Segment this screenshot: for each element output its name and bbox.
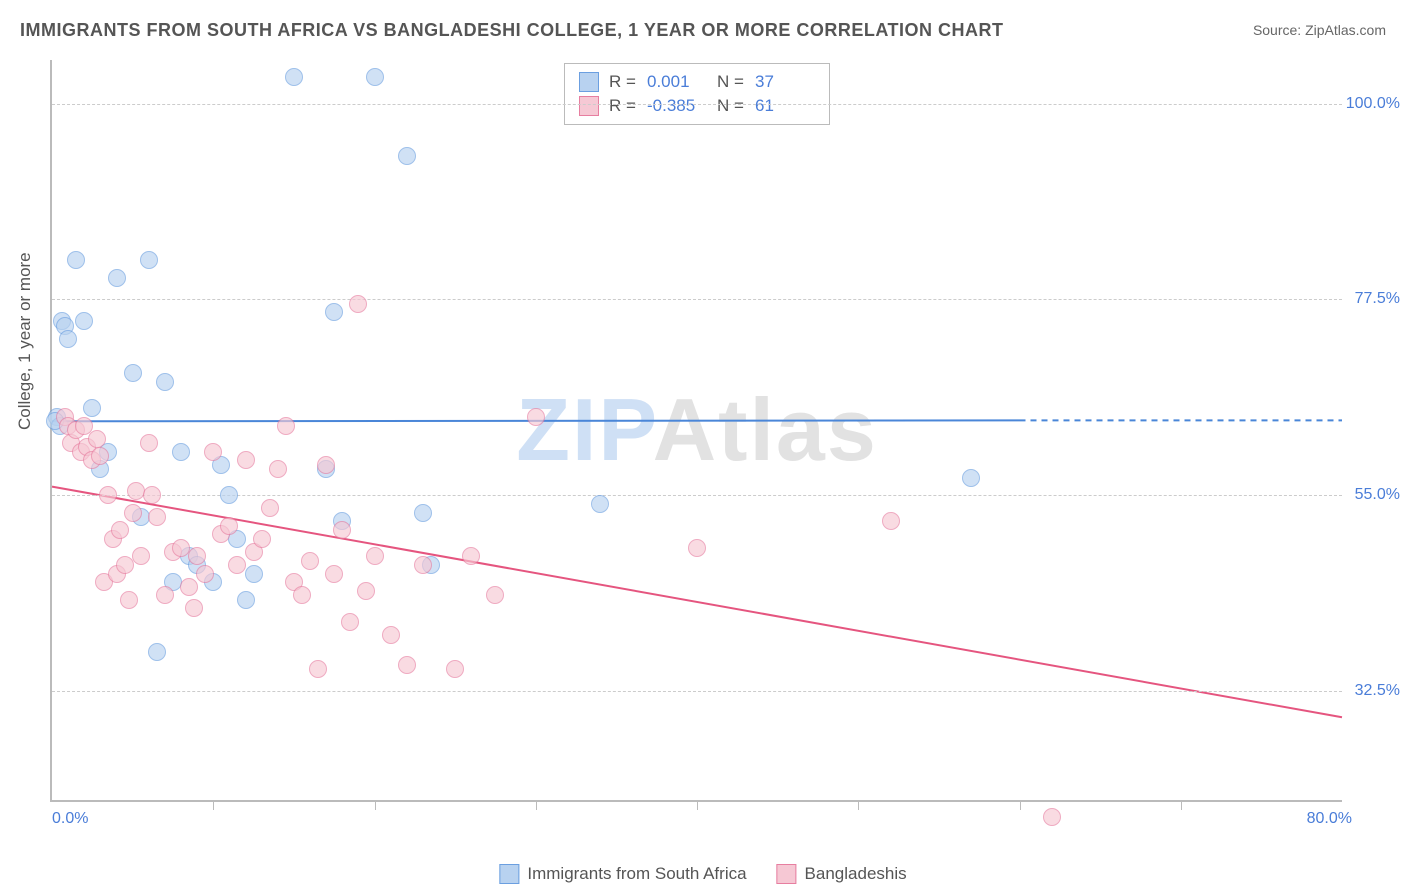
gridline [52, 299, 1342, 300]
y-tick-label: 32.5% [1355, 682, 1400, 700]
legend-label: Immigrants from South Africa [527, 864, 746, 884]
x-tick [858, 800, 859, 810]
legend-label: Bangladeshis [805, 864, 907, 884]
data-point [196, 565, 214, 583]
data-point [462, 547, 480, 565]
data-point [91, 447, 109, 465]
data-point [99, 486, 117, 504]
data-point [59, 330, 77, 348]
y-tick-label: 100.0% [1346, 95, 1400, 113]
data-point [75, 312, 93, 330]
data-point [382, 626, 400, 644]
data-point [148, 643, 166, 661]
data-point [124, 504, 142, 522]
data-point [486, 586, 504, 604]
data-point [88, 430, 106, 448]
data-point [245, 565, 263, 583]
gridline [52, 495, 1342, 496]
data-point [317, 456, 335, 474]
swatch-icon [499, 864, 519, 884]
x-tick [213, 800, 214, 810]
y-tick-label: 55.0% [1355, 486, 1400, 504]
data-point [156, 586, 174, 604]
data-point [220, 486, 238, 504]
data-point [293, 586, 311, 604]
x-tick [536, 800, 537, 810]
data-point [301, 552, 319, 570]
source-text: Source: ZipAtlas.com [1253, 22, 1386, 38]
data-point [140, 434, 158, 452]
data-point [414, 556, 432, 574]
data-point [882, 512, 900, 530]
data-point [204, 443, 222, 461]
data-point [349, 295, 367, 313]
trend-lines [52, 60, 1342, 800]
data-point [124, 364, 142, 382]
x-tick [1020, 800, 1021, 810]
data-point [277, 417, 295, 435]
data-point [366, 68, 384, 86]
data-point [341, 613, 359, 631]
data-point [108, 269, 126, 287]
data-point [120, 591, 138, 609]
chart-title: IMMIGRANTS FROM SOUTH AFRICA VS BANGLADE… [20, 20, 1004, 41]
data-point [962, 469, 980, 487]
data-point [237, 591, 255, 609]
data-point [127, 482, 145, 500]
data-point [143, 486, 161, 504]
data-point [83, 399, 101, 417]
x-tick [697, 800, 698, 810]
data-point [132, 547, 150, 565]
data-point [185, 599, 203, 617]
data-point [253, 530, 271, 548]
data-point [140, 251, 158, 269]
data-point [261, 499, 279, 517]
data-point [333, 521, 351, 539]
data-point [285, 68, 303, 86]
data-point [398, 656, 416, 674]
data-point [325, 565, 343, 583]
legend-item: Bangladeshis [777, 864, 907, 884]
data-point [446, 660, 464, 678]
y-axis-label: College, 1 year or more [15, 252, 35, 430]
data-point [366, 547, 384, 565]
plot-area: ZIPAtlas R = 0.001 N = 37 R = -0.385 N =… [50, 60, 1342, 802]
data-point [148, 508, 166, 526]
data-point [228, 556, 246, 574]
data-point [116, 556, 134, 574]
gridline [52, 104, 1342, 105]
y-tick-label: 77.5% [1355, 290, 1400, 308]
data-point [180, 578, 198, 596]
data-point [325, 303, 343, 321]
data-point [1043, 808, 1061, 826]
data-point [414, 504, 432, 522]
data-point [188, 547, 206, 565]
data-point [67, 251, 85, 269]
x-tick [375, 800, 376, 810]
data-point [591, 495, 609, 513]
data-point [220, 517, 238, 535]
data-point [269, 460, 287, 478]
data-point [527, 408, 545, 426]
gridline [52, 691, 1342, 692]
legend-series: Immigrants from South Africa Bangladeshis [499, 864, 906, 884]
data-point [156, 373, 174, 391]
x-axis-min-label: 0.0% [52, 810, 88, 828]
swatch-icon [777, 864, 797, 884]
legend-item: Immigrants from South Africa [499, 864, 746, 884]
data-point [688, 539, 706, 557]
x-axis-max-label: 80.0% [1307, 810, 1352, 828]
data-point [172, 443, 190, 461]
data-point [357, 582, 375, 600]
data-point [237, 451, 255, 469]
data-point [309, 660, 327, 678]
data-point [111, 521, 129, 539]
data-point [398, 147, 416, 165]
x-tick [1181, 800, 1182, 810]
